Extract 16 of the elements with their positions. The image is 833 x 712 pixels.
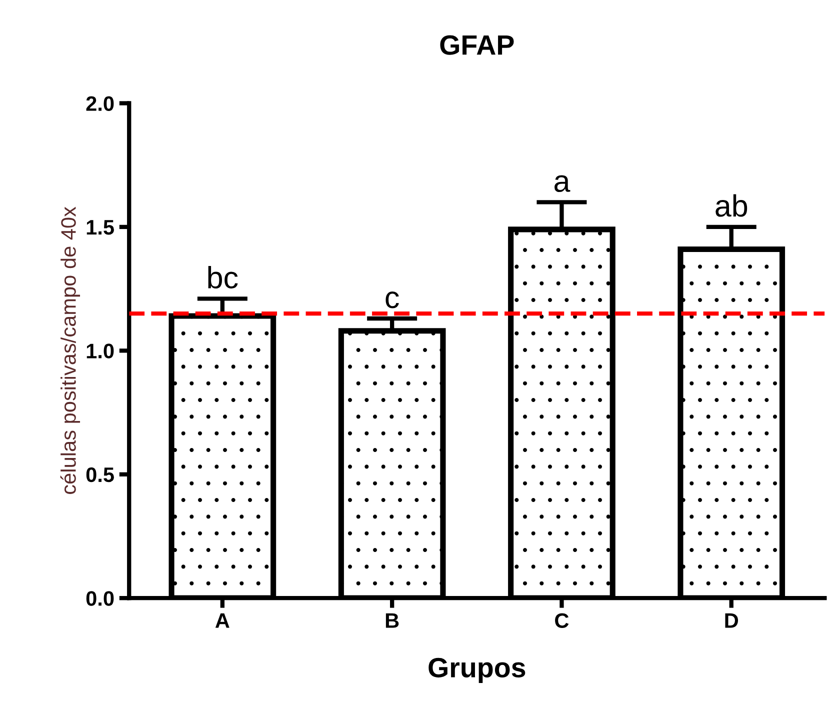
x-tick-label: A: [215, 613, 230, 628]
annotation: a: [554, 175, 570, 192]
chart-title: GFAP: [440, 35, 514, 55]
y-tick-label: 1.5: [86, 220, 114, 235]
x-tick-label: C: [555, 613, 569, 628]
x-axis-title: Grupos: [428, 658, 526, 683]
y-tick-label: 0.0: [86, 591, 114, 606]
y-tick-label: 1.0: [86, 344, 114, 358]
annotation: ab: [716, 194, 748, 217]
x-tick-label: B: [386, 613, 399, 628]
annotation: c: [386, 292, 399, 308]
y-tick-label: 2.0: [86, 96, 114, 111]
annotation: bc: [208, 266, 238, 288]
x-tick-label: D: [725, 613, 738, 628]
y-axis-title: células positivas/campo de 40x: [60, 206, 80, 494]
y-tick-label: 0.5: [86, 467, 114, 482]
